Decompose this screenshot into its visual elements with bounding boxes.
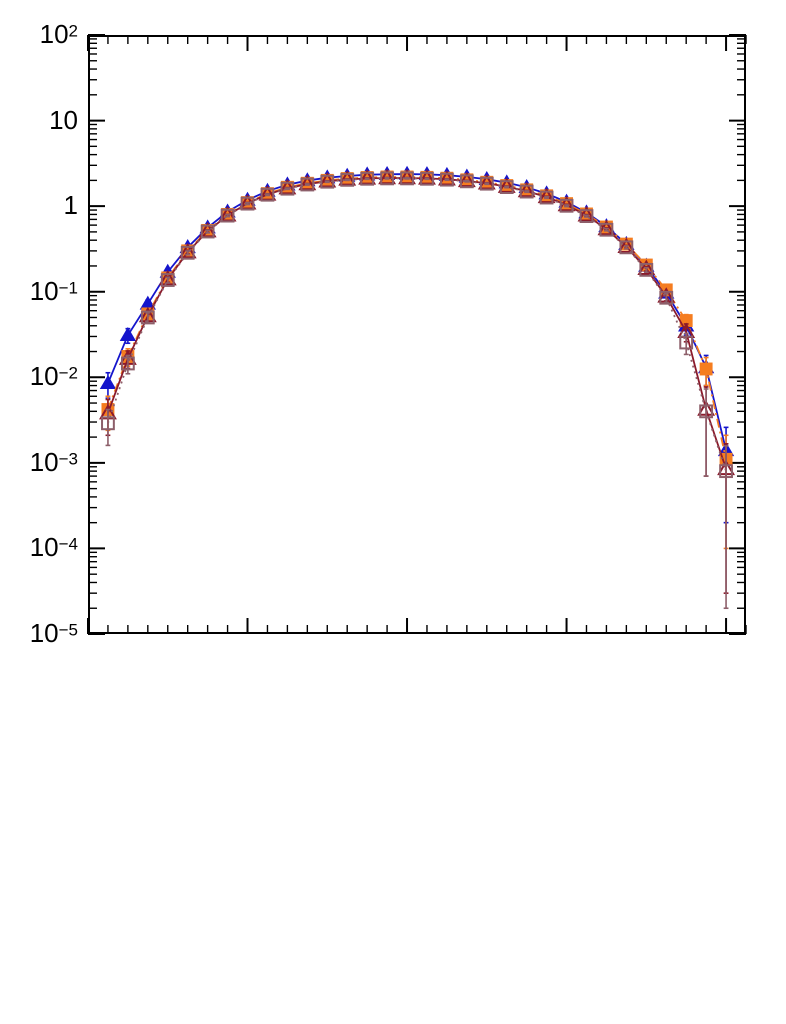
data-point-marker — [140, 310, 155, 325]
data-point-marker — [380, 171, 394, 186]
data-point-marker — [99, 375, 117, 390]
data-point-marker — [559, 198, 574, 213]
data-point-marker — [280, 181, 295, 196]
data-point-marker — [300, 177, 315, 192]
data-point-marker — [220, 208, 235, 223]
data-point-marker — [699, 404, 714, 419]
series-darkred-open-triangle — [99, 168, 735, 594]
data-point-marker — [178, 242, 197, 259]
plot-frame — [88, 35, 746, 634]
data-point-marker — [298, 174, 317, 191]
data-point-marker — [457, 171, 476, 188]
data-point-marker — [719, 464, 733, 479]
data-point-marker — [459, 174, 474, 189]
data-point-marker — [497, 177, 516, 193]
data-point-marker — [400, 171, 414, 186]
y-axis-tick-label: 10−3 — [29, 446, 78, 477]
y-axis-tick-label: 10 — [49, 104, 78, 135]
data-point-marker — [120, 356, 135, 371]
data-point-marker — [599, 222, 614, 237]
data-point-marker — [679, 335, 694, 350]
data-point-marker — [659, 290, 674, 305]
data-point-marker — [420, 171, 434, 186]
data-point-marker — [378, 168, 397, 185]
data-point-marker — [240, 196, 255, 211]
data-point-marker — [198, 221, 217, 238]
data-point-marker — [539, 190, 554, 205]
data-point-marker — [358, 169, 377, 185]
data-point-marker — [437, 170, 456, 186]
data-point-marker — [158, 270, 177, 286]
series-orange-filled-square — [101, 170, 733, 550]
series-blue-filled-triangle — [99, 165, 735, 524]
data-point-marker — [318, 172, 337, 188]
y-axis-tick-label: 10−5 — [29, 618, 78, 648]
series-line — [107, 177, 727, 470]
data-point-marker — [119, 326, 137, 341]
data-point-marker — [577, 206, 596, 222]
y-axis-tick-label: 10−1 — [29, 275, 78, 306]
data-point-marker — [579, 209, 594, 224]
y-axis-tick-label: 10−2 — [29, 361, 78, 392]
y-axis-tick-label: 1 — [63, 190, 78, 221]
data-point-marker — [418, 169, 436, 185]
series-line — [107, 173, 727, 451]
data-point-marker — [699, 362, 713, 376]
data-point-marker — [637, 259, 656, 276]
series-line — [107, 177, 727, 472]
data-point-marker — [160, 273, 175, 287]
data-point-marker — [639, 262, 654, 277]
data-point-marker — [260, 187, 275, 202]
y-axis-tick-label: 102 — [39, 19, 78, 49]
data-point-marker — [101, 416, 115, 431]
data-point-marker — [320, 174, 335, 189]
y-axis-tick-label: 10−4 — [29, 532, 78, 563]
series-mauve-open-square — [101, 171, 733, 610]
data-point-marker — [499, 180, 514, 194]
data-point-marker — [338, 170, 357, 186]
data-point-marker — [537, 187, 556, 204]
data-point-marker — [477, 174, 496, 190]
data-point-marker — [180, 245, 195, 260]
data-point-marker — [200, 224, 215, 239]
data-point-marker — [617, 237, 636, 253]
data-point-marker — [519, 184, 534, 199]
data-point-marker — [340, 172, 355, 187]
series-line — [107, 176, 727, 460]
data-point-marker — [360, 171, 375, 186]
data-point-marker — [479, 176, 494, 191]
data-point-marker — [619, 240, 634, 255]
data-point-marker — [398, 168, 416, 185]
data-point-marker — [440, 172, 454, 187]
